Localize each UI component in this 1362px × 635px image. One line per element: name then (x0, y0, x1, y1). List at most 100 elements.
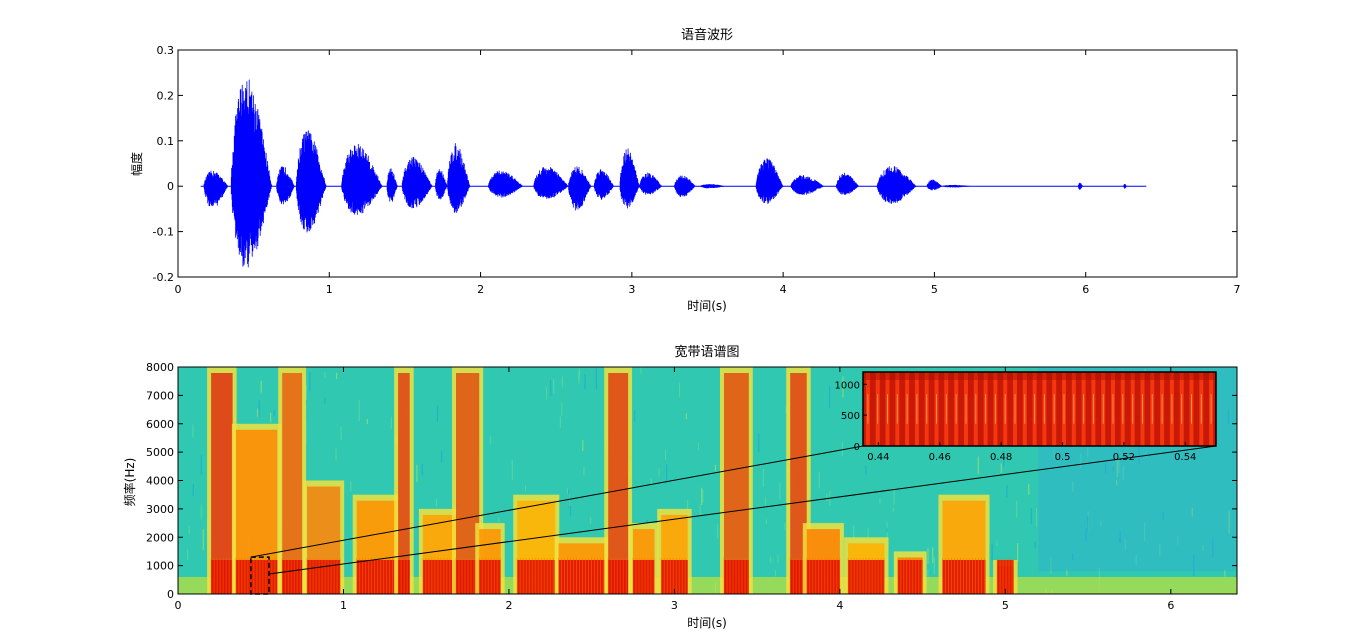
spec-texture (764, 496, 767, 509)
inset-striation-hi (887, 394, 888, 424)
spec-texture (1105, 463, 1107, 474)
spec-texture (865, 465, 867, 475)
spec-texture (1144, 522, 1146, 541)
spec-texture (678, 382, 681, 398)
y-tick-label: 8000 (146, 361, 174, 374)
spec-texture (390, 416, 392, 429)
spec-texture (305, 384, 307, 400)
waveform-segment (341, 143, 383, 215)
inset-striation-hi (1004, 394, 1006, 424)
spec-texture (633, 410, 636, 422)
inset-striation-hi (994, 394, 996, 424)
waveform-segment (386, 168, 398, 202)
waveform-segment (755, 158, 784, 204)
y-tick-label: 7000 (146, 389, 174, 402)
spec-texture (1016, 500, 1018, 518)
waveform-segment (1123, 183, 1127, 189)
spec-texture (685, 413, 687, 420)
spec-texture (335, 372, 338, 379)
inset-x-tick-label: 0.48 (990, 452, 1012, 463)
inset-striation-hi (1073, 394, 1075, 424)
spectrogram-xlabel: 时间(s) (687, 616, 727, 630)
spec-texture (1053, 450, 1055, 459)
spec-texture (192, 484, 194, 496)
spectrogram-title: 宽带语谱图 (674, 344, 739, 360)
inset-striation-hi (975, 394, 977, 424)
spec-texture (1116, 456, 1118, 478)
inset-x-tick-label: 0.52 (1113, 452, 1135, 463)
spec-texture (309, 371, 311, 392)
zoom-connector (268, 445, 1217, 575)
inset-striation-hi (1151, 394, 1153, 424)
zoom-indicator (250, 445, 1217, 595)
spec-texture (260, 380, 262, 393)
spec-texture (1100, 520, 1102, 527)
x-tick-label: 4 (836, 599, 843, 612)
waveform-segment (674, 175, 696, 198)
inset-striation-hi (1024, 394, 1026, 424)
x-tick-label: 1 (340, 599, 347, 612)
spec-texture (1087, 516, 1089, 532)
waveform-segment (941, 184, 973, 188)
spec-texture (699, 504, 701, 517)
waveform-segment (593, 169, 614, 200)
energy-low (422, 560, 456, 594)
spec-texture (1072, 481, 1074, 492)
spec-texture (758, 434, 760, 453)
x-tick-label: 2 (505, 599, 512, 612)
spec-texture (441, 450, 443, 463)
energy-low (806, 560, 840, 594)
spec-texture (335, 448, 337, 461)
spectrogram-x-ticks: 0 1 2 3 4 5 6 (175, 367, 1174, 612)
spec-texture (853, 525, 855, 539)
spec-texture (187, 549, 189, 561)
inset-striation-hi (1092, 394, 1094, 424)
x-tick-label: 3 (628, 283, 635, 296)
spec-texture (1135, 554, 1137, 566)
spec-texture (1050, 557, 1052, 574)
inset-striation-hi (1043, 394, 1045, 424)
spec-texture (553, 379, 555, 394)
inset-axes: 0.44 0.46 0.48 0.5 0.52 0.54 0 500 1000 (835, 371, 1217, 463)
spec-texture (996, 540, 998, 546)
waveform-x-ticks: 0 1 2 3 4 5 6 7 (175, 50, 1241, 296)
energy-column (790, 373, 807, 594)
spec-texture (350, 481, 352, 492)
waveform-segment (876, 166, 917, 205)
x-tick-label: 5 (931, 283, 938, 296)
waveform-series (200, 79, 1147, 268)
spec-texture (818, 472, 820, 489)
inset-striation-hi (916, 394, 918, 424)
inset-striation-hi (985, 394, 987, 424)
waveform-segment (435, 169, 448, 200)
inset-striation-hi (1112, 394, 1114, 424)
inset-striation-hi (1191, 394, 1192, 424)
inset-striation-hi (906, 394, 908, 424)
spec-texture (697, 442, 700, 451)
y-tick-label: 3000 (146, 503, 174, 516)
spec-texture (578, 368, 580, 380)
y-tick-label: 0.3 (157, 44, 175, 57)
spec-texture (1035, 507, 1038, 528)
spec-texture (324, 397, 326, 404)
spec-texture (933, 556, 935, 575)
energy-column (456, 373, 480, 594)
spec-texture (1224, 569, 1226, 577)
inset-striation-hi (1102, 394, 1104, 424)
waveform-segment (699, 184, 726, 189)
x-tick-label: 0 (175, 599, 182, 612)
spec-texture (640, 367, 642, 374)
spec-texture (584, 374, 586, 389)
spec-texture (1006, 484, 1008, 498)
x-tick-label: 5 (1002, 599, 1009, 612)
y-tick-label: 5000 (146, 446, 174, 459)
spec-texture (273, 409, 275, 416)
inset-striation-hi (965, 394, 967, 424)
spec-texture (1191, 508, 1193, 517)
waveform-segment (447, 143, 471, 213)
spec-texture (1159, 543, 1161, 556)
inset-y-tick-label: 1000 (835, 380, 860, 391)
waveform-y-ticks: -0.2 -0.1 0 0.1 0.2 0.3 (153, 44, 1237, 284)
y-tick-label: 6000 (146, 418, 174, 431)
